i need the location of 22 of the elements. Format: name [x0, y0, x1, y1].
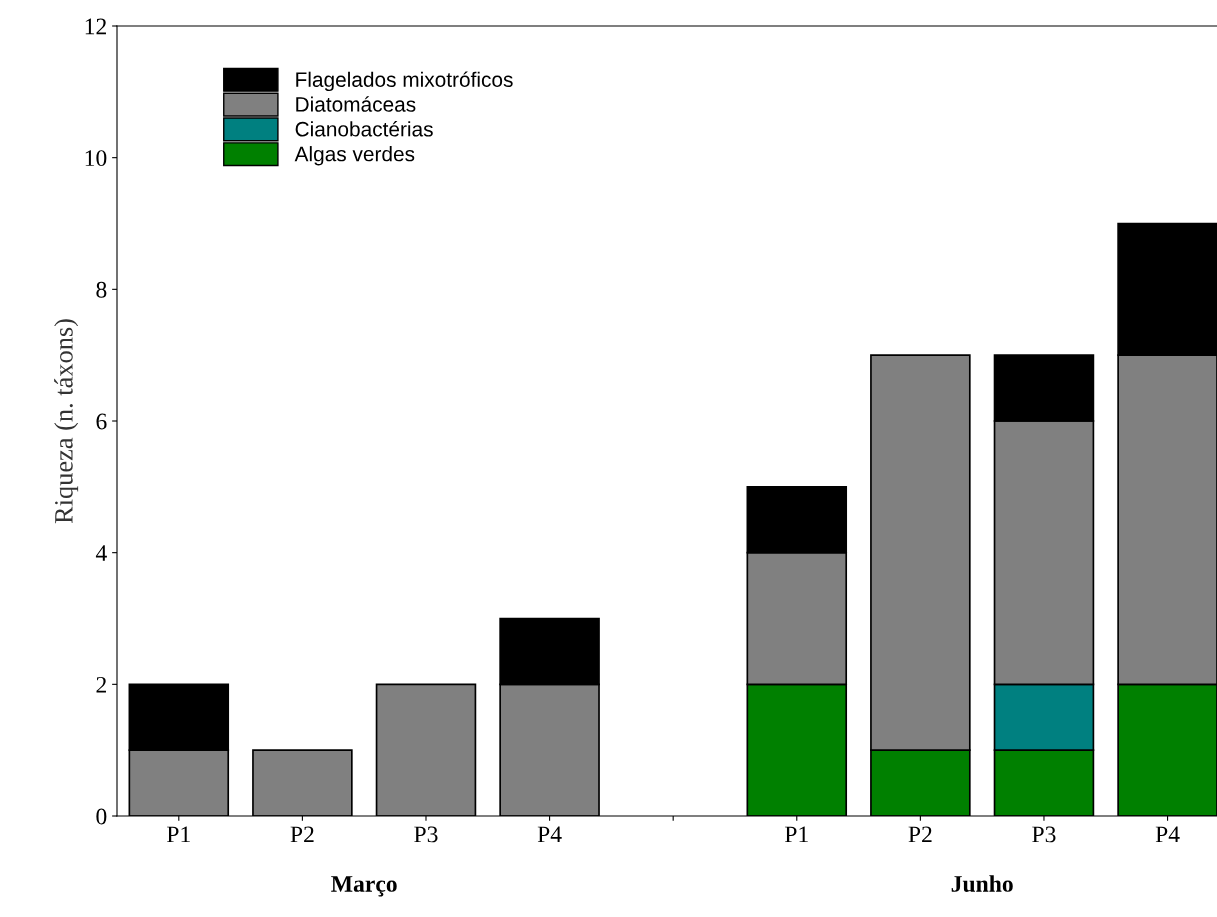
text: Junho	[951, 875, 1013, 892]
legend-label: Cianobactérias	[295, 121, 433, 137]
legend-label: Diatomáceas	[296, 96, 416, 112]
x-tick-label: P4	[537, 826, 562, 843]
legend-label: Flagelados mixotróficos	[296, 71, 513, 92]
y-tick-label: 6	[96, 413, 107, 430]
legend-label: Algas verdes	[294, 146, 415, 166]
y-tick-label: 12	[85, 18, 106, 35]
x-tick-label: P3	[1032, 826, 1056, 843]
x-tick-label: P4	[1155, 826, 1180, 843]
text: Março	[331, 876, 397, 897]
x-tick-label: P1	[784, 826, 808, 843]
x-tick-label: P2	[908, 826, 932, 843]
x-tick-label: P2	[290, 826, 314, 843]
y-tick-label: 8	[96, 281, 107, 298]
y-axis-title: Riqueza (n. táxons)	[54, 319, 79, 524]
y-tick-label: 4	[95, 545, 107, 561]
y-tick-label: 0	[96, 808, 107, 825]
y-tick-label: 10	[85, 150, 107, 167]
x-tick-label: P1	[167, 826, 190, 843]
y-tick-label: 2	[96, 676, 106, 693]
x-tick-label: P3	[414, 826, 438, 843]
